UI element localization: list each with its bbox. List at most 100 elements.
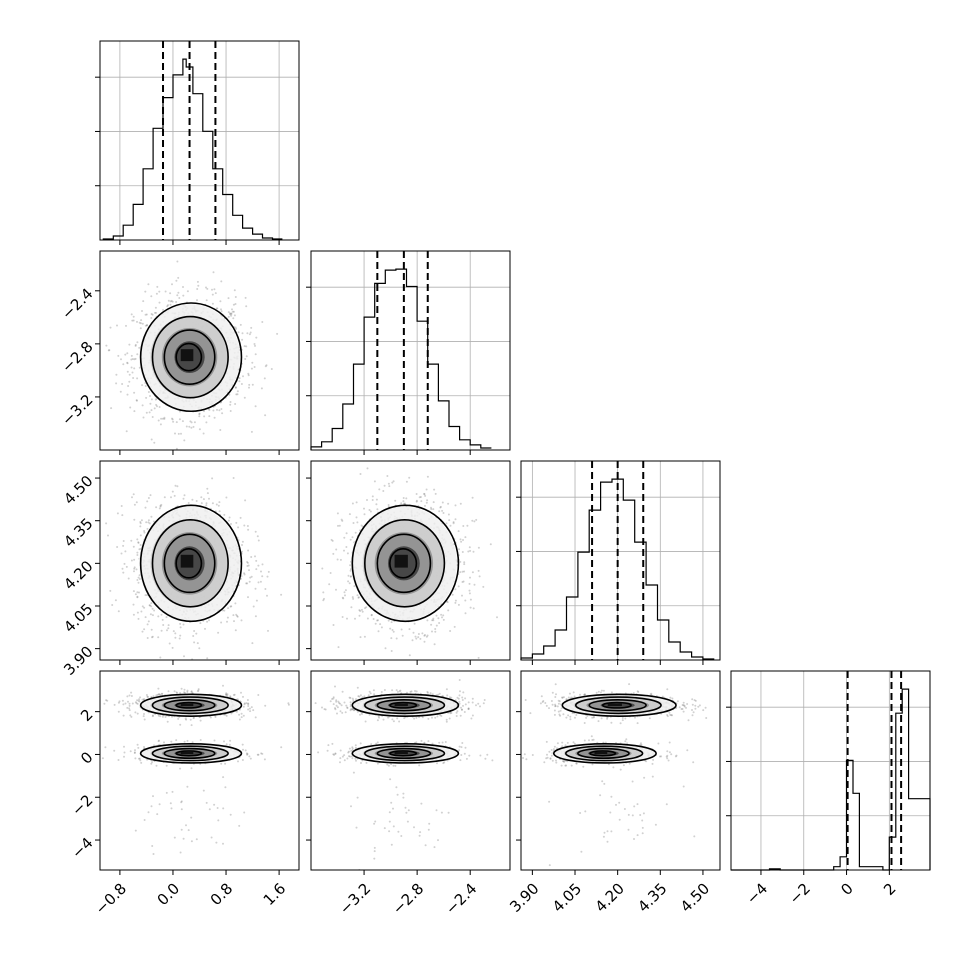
sample-point xyxy=(171,418,174,421)
sample-point xyxy=(138,578,141,580)
sample-point xyxy=(236,390,239,393)
sample-point xyxy=(170,496,172,499)
sample-point xyxy=(159,504,162,507)
sample-point xyxy=(254,530,257,533)
sample-point xyxy=(249,331,252,334)
sample-point xyxy=(107,534,109,537)
sample-point xyxy=(364,607,366,610)
sample-point xyxy=(166,305,169,308)
sample-point xyxy=(191,498,194,501)
sample-point xyxy=(140,610,143,613)
sample-point xyxy=(340,518,343,521)
sample-point xyxy=(206,487,209,490)
sample-point xyxy=(241,550,243,553)
sample-point xyxy=(132,603,135,606)
sample-point xyxy=(213,416,216,419)
sample-point xyxy=(261,321,264,323)
sample-point xyxy=(154,306,157,309)
sample-point xyxy=(132,545,135,548)
sample-point xyxy=(471,496,474,499)
sample-point xyxy=(199,450,201,452)
sample-point xyxy=(256,535,259,538)
sample-point xyxy=(152,714,154,717)
density-layer xyxy=(105,450,283,660)
sample-point xyxy=(155,403,158,406)
sample-point xyxy=(133,570,135,573)
sample-point xyxy=(257,539,260,542)
sample-point xyxy=(177,291,180,294)
sample-point xyxy=(167,304,169,307)
sample-point xyxy=(348,513,351,516)
sample-point xyxy=(134,344,137,347)
sample-point xyxy=(203,415,206,418)
sample-point xyxy=(247,374,250,377)
sample-point xyxy=(171,646,174,649)
sample-point xyxy=(471,571,474,574)
sample-point xyxy=(189,718,192,721)
sample-point xyxy=(162,624,165,626)
panel-frame xyxy=(310,250,511,451)
sample-point xyxy=(223,513,226,516)
sample-point xyxy=(127,577,130,580)
sample-point xyxy=(426,499,429,502)
sample-point xyxy=(205,299,208,302)
sample-point xyxy=(197,688,200,691)
sample-point xyxy=(211,288,213,291)
sample-point xyxy=(457,585,460,588)
sample-point xyxy=(343,591,346,594)
sample-point xyxy=(454,601,457,604)
sample-point xyxy=(383,484,386,487)
sample-point xyxy=(131,358,134,360)
sample-point xyxy=(183,494,186,497)
sample-point xyxy=(253,366,256,368)
sample-point xyxy=(264,414,267,417)
sample-point xyxy=(132,590,135,593)
sample-point xyxy=(134,593,137,596)
sample-point xyxy=(245,582,248,585)
sample-point xyxy=(473,583,476,586)
sample-point xyxy=(133,503,136,506)
sample-point xyxy=(138,548,141,551)
sample-point xyxy=(430,623,433,626)
sample-point xyxy=(128,694,131,697)
sample-point xyxy=(187,502,190,504)
sample-point xyxy=(116,546,119,548)
sample-point xyxy=(235,521,238,524)
sample-point xyxy=(208,497,210,500)
sample-point xyxy=(346,617,348,620)
sample-point xyxy=(219,429,222,431)
sample-point xyxy=(164,290,167,293)
sample-point xyxy=(227,519,230,522)
sample-point xyxy=(144,616,147,619)
sample-point xyxy=(157,419,160,422)
sample-point xyxy=(461,581,464,583)
sample-point xyxy=(174,632,177,635)
sample-point xyxy=(359,473,362,475)
sample-point xyxy=(323,597,325,600)
sample-point xyxy=(230,313,233,315)
sample-point xyxy=(179,692,182,694)
sample-point xyxy=(184,691,186,694)
sample-point xyxy=(253,343,256,345)
sample-point xyxy=(138,591,140,594)
sample-point xyxy=(139,534,142,537)
sample-point xyxy=(155,506,158,509)
sample-point xyxy=(189,420,192,423)
sample-point xyxy=(260,387,263,390)
sample-point xyxy=(156,285,159,288)
sample-point xyxy=(223,609,226,612)
sample-point xyxy=(149,613,152,616)
sample-point xyxy=(358,614,361,617)
histogram-panel-3 xyxy=(726,670,931,871)
sample-point xyxy=(332,552,335,555)
sample-point xyxy=(117,354,120,357)
sample-point xyxy=(400,628,403,631)
sample-point xyxy=(459,560,462,563)
sample-point xyxy=(145,411,148,414)
sample-point xyxy=(249,710,252,713)
sample-point xyxy=(246,525,249,527)
sample-point xyxy=(447,502,450,505)
sample-point xyxy=(287,702,290,705)
sample-point xyxy=(246,699,249,701)
sample-point xyxy=(180,432,182,435)
